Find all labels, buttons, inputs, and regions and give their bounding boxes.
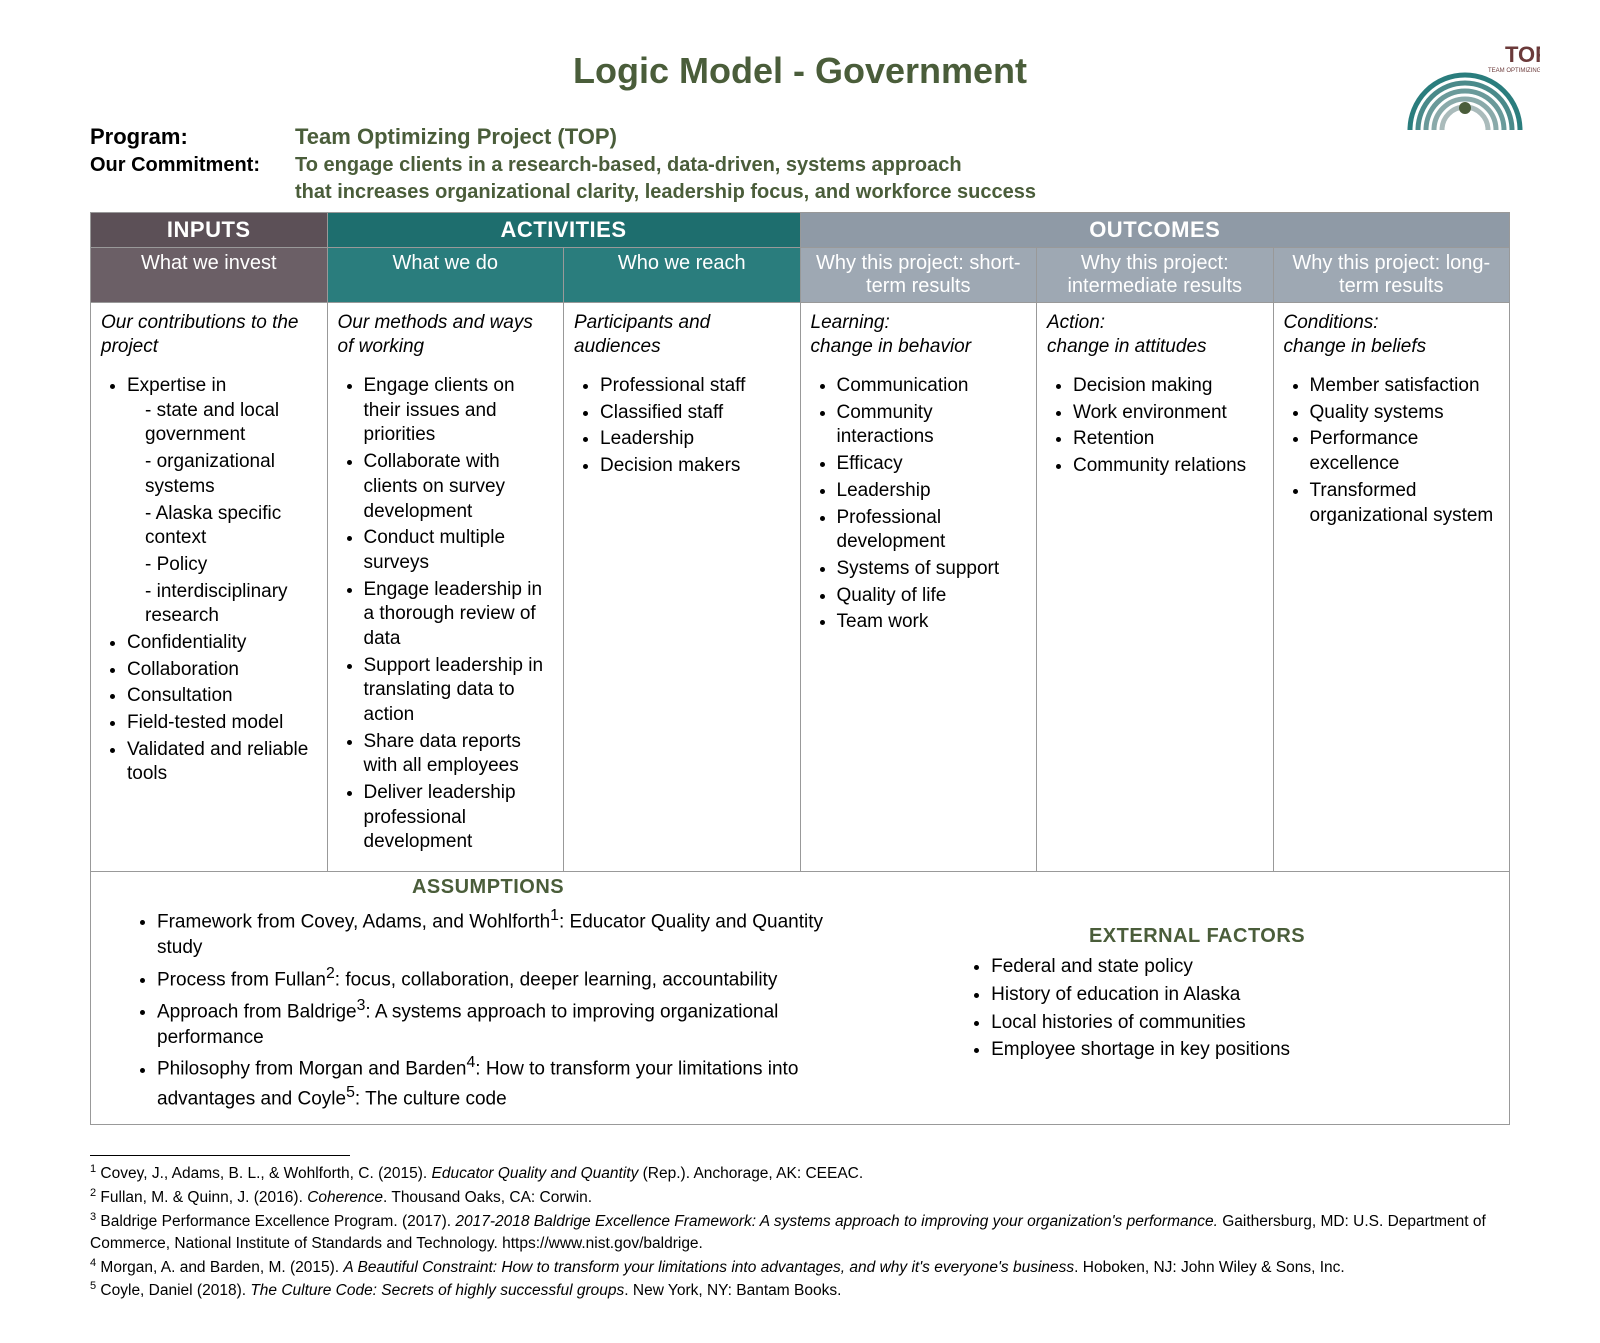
list-item: History of education in Alaska — [991, 982, 1489, 1008]
cell-who-reach: Participants and audiences Professional … — [564, 302, 801, 871]
hdr-do: What we do — [327, 247, 564, 302]
svg-text:TOP: TOP — [1505, 42, 1540, 67]
list-item: Framework from Covey, Adams, and Wohlfor… — [157, 905, 865, 961]
intro-short: Learning:change in behavior — [811, 311, 1027, 360]
intro-do: Our methods and ways of working — [338, 311, 554, 360]
assumptions-list: Framework from Covey, Adams, and Wohlfor… — [131, 905, 865, 1112]
footnote: 1 Covey, J., Adams, B. L., & Wohlforth, … — [90, 1162, 1510, 1186]
list-item: Community relations — [1073, 454, 1263, 479]
program-value: Team Optimizing Project (TOP) — [295, 122, 617, 152]
list-item: Engage leadership in a thorough review o… — [364, 578, 554, 652]
cell-long: Conditions:change in beliefs Member sati… — [1273, 302, 1510, 871]
list-item: state and local government — [145, 399, 317, 448]
cell-inputs: Our contributions to the project Experti… — [91, 302, 328, 871]
list-item: Field-tested model — [127, 711, 317, 736]
list-item: Approach from Baldrige3: A systems appro… — [157, 995, 865, 1051]
hdr-outcomes: OUTCOMES — [800, 212, 1510, 247]
list-item: Local histories of communities — [991, 1010, 1489, 1036]
list-item: Efficacy — [837, 452, 1027, 477]
list-item: Collaboration — [127, 658, 317, 683]
list-item: Communication — [837, 374, 1027, 399]
footnote: 2 Fullan, M. & Quinn, J. (2016). Coheren… — [90, 1186, 1510, 1210]
list-item: Decision makers — [600, 454, 790, 479]
intro-long: Conditions:change in beliefs — [1284, 311, 1500, 360]
list-item: Professional staff — [600, 374, 790, 399]
list-item: Decision making — [1073, 374, 1263, 399]
cell-what-do: Our methods and ways of working Engage c… — [327, 302, 564, 871]
list-item: Validated and reliable tools — [127, 738, 317, 787]
list-item: Performance excellence — [1310, 427, 1500, 476]
program-label: Program: — [90, 122, 285, 152]
assumptions-title: ASSUMPTIONS — [91, 872, 885, 903]
list-item: Retention — [1073, 427, 1263, 452]
list-item: Member satisfaction — [1310, 374, 1500, 399]
footnotes: 1 Covey, J., Adams, B. L., & Wohlforth, … — [90, 1156, 1510, 1303]
list-item: Professional development — [837, 506, 1027, 555]
list-item: Leadership — [600, 427, 790, 452]
list-item: Collaborate with clients on survey devel… — [364, 450, 554, 524]
commitment-label: Our Commitment: — [90, 152, 285, 206]
footnote: 4 Morgan, A. and Barden, M. (2015). A Be… — [90, 1256, 1510, 1280]
intro-inputs: Our contributions to the project — [101, 311, 317, 360]
list-item: Quality systems — [1310, 401, 1500, 426]
logic-model-table: INPUTS ACTIVITIES OUTCOMES What we inves… — [90, 212, 1510, 872]
hdr-long: Why this project: long-term results — [1273, 247, 1510, 302]
commitment-line2: that increases organizational clarity, l… — [295, 179, 1036, 206]
commitment-line1: To engage clients in a research-based, d… — [295, 152, 1036, 179]
svg-text:TEAM OPTIMIZING PROJECT: TEAM OPTIMIZING PROJECT — [1488, 68, 1540, 74]
list-item: Transformed organizational system — [1310, 479, 1500, 528]
hdr-reach: Who we reach — [564, 247, 801, 302]
list-item: Team work — [837, 610, 1027, 635]
hdr-activities: ACTIVITIES — [327, 212, 800, 247]
list-item: Employee shortage in key positions — [991, 1037, 1489, 1063]
list-item: Confidentiality — [127, 631, 317, 656]
hdr-invest: What we invest — [91, 247, 328, 302]
list-item: Expertise in state and local government … — [127, 374, 317, 629]
list-item: Leadership — [837, 479, 1027, 504]
list-item: Federal and state policy — [991, 954, 1489, 980]
list-item: Share data reports with all employees — [364, 730, 554, 779]
list-item: organizational systems — [145, 450, 317, 499]
intro-intermediate: Action:change in attitudes — [1047, 311, 1263, 360]
list-item: interdisciplinary research — [145, 580, 317, 629]
external-title: EXTERNAL FACTORS — [885, 921, 1509, 952]
footnote: 5 Coyle, Daniel (2018). The Culture Code… — [90, 1279, 1510, 1303]
list-item: Process from Fullan2: focus, collaborati… — [157, 963, 865, 993]
list-item: Policy — [145, 553, 317, 578]
list-item: Support leadership in translating data t… — [364, 654, 554, 728]
hdr-inputs: INPUTS — [91, 212, 328, 247]
list-item: Work environment — [1073, 401, 1263, 426]
top-logo: TOP TEAM OPTIMIZING PROJECT — [1390, 40, 1540, 150]
bottom-table: ASSUMPTIONS Framework from Covey, Adams,… — [90, 872, 1510, 1125]
cell-intermediate: Action:change in attitudes Decision maki… — [1037, 302, 1274, 871]
page-title: Logic Model - Government — [90, 50, 1510, 92]
intro-reach: Participants and audiences — [574, 311, 790, 360]
list-item: Philosophy from Morgan and Barden4: How … — [157, 1052, 865, 1112]
hdr-intermediate: Why this project: intermediate results — [1037, 247, 1274, 302]
list-item: Classified staff — [600, 401, 790, 426]
hdr-short: Why this project: short-term results — [800, 247, 1037, 302]
footnote: 3 Baldrige Performance Excellence Progra… — [90, 1210, 1510, 1256]
cell-short: Learning:change in behavior Communicatio… — [800, 302, 1037, 871]
list-item: Consultation — [127, 684, 317, 709]
list-item: Alaska specific context — [145, 502, 317, 551]
meta-block: Program: Team Optimizing Project (TOP) O… — [90, 122, 1510, 206]
list-item: Engage clients on their issues and prior… — [364, 374, 554, 448]
list-item: Systems of support — [837, 557, 1027, 582]
list-item: Deliver leadership professional developm… — [364, 781, 554, 855]
list-item: Community interactions — [837, 401, 1027, 450]
list-item: Quality of life — [837, 584, 1027, 609]
list-item: Conduct multiple surveys — [364, 526, 554, 575]
